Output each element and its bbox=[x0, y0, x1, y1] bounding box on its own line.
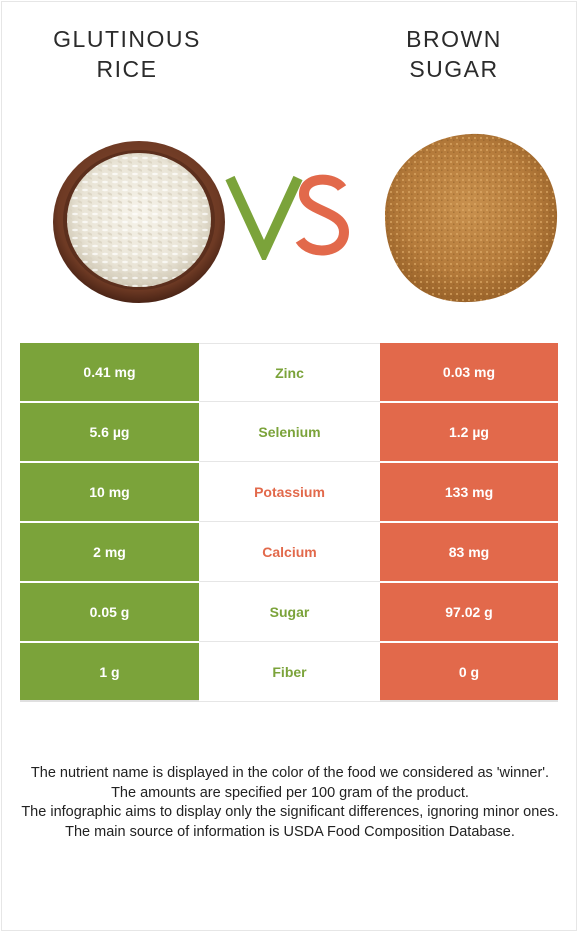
right-food-title: Brown sugar bbox=[334, 24, 574, 84]
footnote-significant-differences: The infographic aims to display only the… bbox=[21, 804, 559, 820]
brown-sugar-image bbox=[385, 133, 558, 303]
right-value-cell: 0 g bbox=[380, 643, 558, 702]
right-value-cell: 133 mg bbox=[380, 463, 558, 522]
nutrient-name-cell: Potassium bbox=[199, 463, 380, 522]
nutrient-name-cell: Fiber bbox=[199, 643, 380, 702]
table-row: 1 g Fiber 0 g bbox=[20, 643, 558, 703]
table-row: 0.05 g Sugar 97.02 g bbox=[20, 583, 558, 643]
left-value-cell: 5.6 µg bbox=[20, 403, 199, 462]
right-food-title-line1: Brown bbox=[406, 26, 502, 52]
nutrient-name-cell: Zinc bbox=[199, 343, 380, 402]
left-food-title-line2: rice bbox=[96, 56, 158, 82]
table-row: 5.6 µg Selenium 1.2 µg bbox=[20, 403, 558, 463]
left-value-cell: 1 g bbox=[20, 643, 199, 702]
footnotes: The nutrient name is displayed in the co… bbox=[20, 764, 560, 842]
left-value-cell: 0.41 mg bbox=[20, 343, 199, 402]
left-food-title: Glutinous rice bbox=[7, 24, 247, 84]
table-row: 0.41 mg Zinc 0.03 mg bbox=[20, 343, 558, 403]
left-value-cell: 0.05 g bbox=[20, 583, 199, 642]
vs-graphic bbox=[225, 174, 350, 260]
left-value-cell: 10 mg bbox=[20, 463, 199, 522]
table-row: 10 mg Potassium 133 mg bbox=[20, 463, 558, 523]
right-value-cell: 0.03 mg bbox=[380, 343, 558, 402]
table-row: 2 mg Calcium 83 mg bbox=[20, 523, 558, 583]
right-value-cell: 97.02 g bbox=[380, 583, 558, 642]
vs-v-letter bbox=[225, 175, 303, 260]
footnote-data-source: The main source of information is USDA F… bbox=[65, 823, 515, 840]
vs-s-letter bbox=[295, 174, 350, 256]
right-food-title-line2: sugar bbox=[409, 56, 499, 82]
right-value-cell: 1.2 µg bbox=[380, 403, 558, 462]
rice-bowl-image bbox=[53, 141, 225, 303]
nutrient-name-cell: Selenium bbox=[199, 403, 380, 462]
footnote-winner-color: The nutrient name is displayed in the co… bbox=[30, 765, 550, 781]
right-value-cell: 83 mg bbox=[380, 523, 558, 582]
nutrient-name-cell: Calcium bbox=[199, 523, 380, 582]
nutrient-name-cell: Sugar bbox=[199, 583, 380, 642]
footnote-per-100g: The amounts are specified per 100 gram o… bbox=[111, 784, 469, 801]
comparison-table: 0.41 mg Zinc 0.03 mg 5.6 µg Selenium 1.2… bbox=[20, 343, 558, 703]
left-value-cell: 2 mg bbox=[20, 523, 199, 582]
left-food-title-line1: Glutinous bbox=[53, 26, 201, 52]
